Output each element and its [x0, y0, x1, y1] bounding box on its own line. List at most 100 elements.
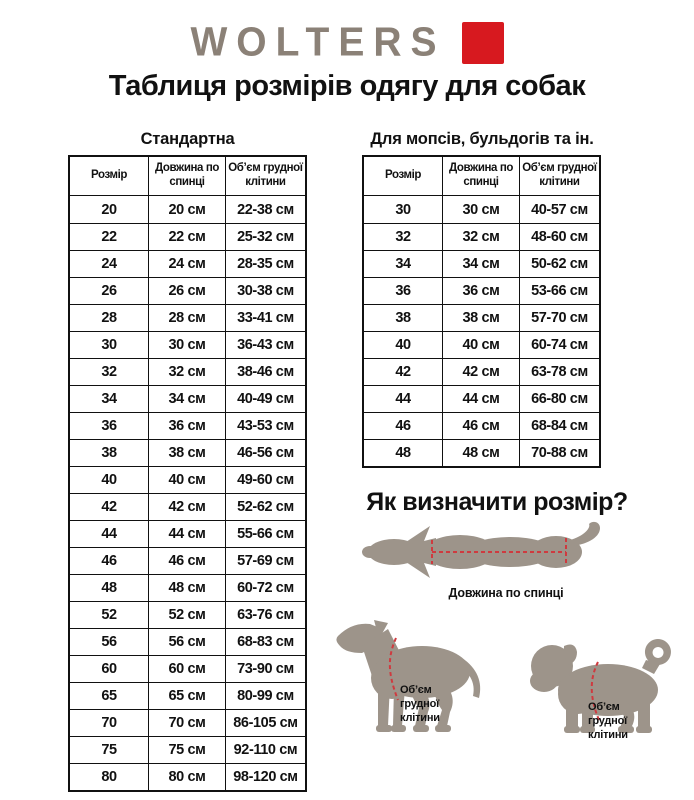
table-cell: 28: [70, 304, 150, 331]
table-cell: 57-70 см: [519, 304, 599, 331]
col-header-size: Розмір: [70, 157, 150, 195]
chest-measure-line: [388, 637, 399, 701]
table-row: 44 44 см 55-66 см: [70, 520, 305, 547]
table-row: 60 60 см 73-90 см: [70, 655, 305, 682]
table-cell: 86-105 см: [225, 709, 305, 736]
table-cell: 57-69 см: [225, 547, 305, 574]
table-row: 32 32 см 48-60 см: [364, 223, 599, 250]
table-cell: 38: [70, 439, 150, 466]
table-cell: 40-49 см: [225, 385, 305, 412]
table-cell: 34: [70, 385, 150, 412]
table-cell: 80-99 см: [225, 682, 305, 709]
table-row: 48 48 см 70-88 см: [364, 439, 599, 466]
table-cell: 68-83 см: [225, 628, 305, 655]
table-cell: 70-88 см: [519, 439, 599, 466]
table-cell: 43-53 см: [225, 412, 305, 439]
table-row: 48 48 см 60-72 см: [70, 574, 305, 601]
table-body: 30 30 см 40-57 см 32 32 см 48-60 см 34 34 см 50-…: [364, 196, 599, 466]
table-row: 36 36 см 43-53 см: [70, 412, 305, 439]
table-cell: 32: [70, 358, 150, 385]
chest-label-left: Об’єм грудної клітини: [400, 684, 440, 724]
table-cell: 36 см: [149, 412, 226, 439]
table-row: 30 30 см 40-57 см: [364, 196, 599, 223]
col-header-back-length: Довжина по спинці: [443, 157, 520, 195]
table-cell: 30 см: [149, 331, 226, 358]
chest-label-right: Об’єм грудної клітини: [588, 701, 628, 741]
table-cell: 98-120 см: [225, 763, 305, 790]
table-cell: 68-84 см: [519, 412, 599, 439]
how-to-title: Як визначити розмір?: [366, 488, 628, 516]
table-cell: 32: [364, 223, 444, 250]
table-row: 38 38 см 57-70 см: [364, 304, 599, 331]
table-cell: 42 см: [443, 358, 520, 385]
table-cell: 48 см: [149, 574, 226, 601]
table-row: 40 40 см 60-74 см: [364, 331, 599, 358]
table-cell: 28 см: [149, 304, 226, 331]
table-row: 40 40 см 49-60 см: [70, 466, 305, 493]
table-cell: 63-76 см: [225, 601, 305, 628]
table-cell: 40 см: [149, 466, 226, 493]
table-cell: 40: [364, 331, 444, 358]
table-cell: 44 см: [149, 520, 226, 547]
table-cell: 70: [70, 709, 150, 736]
table-cell: 30 см: [443, 196, 520, 223]
table-row: 38 38 см 46-56 см: [70, 439, 305, 466]
page-title: Таблиця розмірів одягу для собак: [108, 70, 586, 102]
table-cell: 42: [364, 358, 444, 385]
table-cell: 34: [364, 250, 444, 277]
col-header-back-length: Довжина по спинці: [149, 157, 226, 195]
table-row: 30 30 см 36-43 см: [70, 331, 305, 358]
table-cell: 49-60 см: [225, 466, 305, 493]
table-body: 20 20 см 22-38 см 22 22 см 25-32 см 24 24 см 28-…: [70, 196, 305, 790]
table-cell: 26 см: [149, 277, 226, 304]
table-cell: 44 см: [443, 385, 520, 412]
table-cell: 60 см: [149, 655, 226, 682]
table-cell: 24 см: [149, 250, 226, 277]
col-header-chest: Об’єм грудної клітини: [522, 162, 597, 188]
table-row: 75 75 см 92-110 см: [70, 736, 305, 763]
pugs-size-table: Розмір Довжина по спинці Об’єм грудної к…: [362, 155, 601, 468]
dog-side-standing-icon: [336, 620, 481, 732]
bulldog-side-icon: [530, 639, 671, 733]
table-cell: 32 см: [443, 223, 520, 250]
table-row: 65 65 см 80-99 см: [70, 682, 305, 709]
table-row: 42 42 см 52-62 см: [70, 493, 305, 520]
table-cell: 40 см: [443, 331, 520, 358]
table-cell: 22-38 см: [237, 201, 294, 218]
table-cell: 36: [70, 412, 150, 439]
table-cell: 32 см: [149, 358, 226, 385]
table-cell: 66-80 см: [519, 385, 599, 412]
table-cell: 46: [364, 412, 444, 439]
table-cell: 60-72 см: [225, 574, 305, 601]
table-cell: 92-110 см: [225, 736, 305, 763]
table-cell: 56: [70, 628, 150, 655]
table-cell: 46 см: [443, 412, 520, 439]
table-cell: 38: [364, 304, 444, 331]
brand-logo-text: WOLTERS: [190, 20, 446, 65]
table-cell: 36 см: [443, 277, 520, 304]
table-cell: 42: [70, 493, 150, 520]
table-cell: 20 см: [149, 196, 226, 223]
back-length-label: Довжина по спинці: [448, 586, 564, 600]
table-cell: 80: [70, 763, 150, 790]
table-cell: 65 см: [149, 682, 226, 709]
table-cell: 75: [70, 736, 150, 763]
table-cell: 30: [364, 196, 444, 223]
table-cell: 44: [70, 520, 150, 547]
table-header-row: Розмір Довжина по спинці Об’єм грудної к…: [364, 157, 599, 196]
table-cell: 36: [364, 277, 444, 304]
table-cell: 20: [70, 196, 150, 223]
table-cell: 48-60 см: [519, 223, 599, 250]
table-row: 46 46 см 57-69 см: [70, 547, 305, 574]
table-cell: 46: [70, 547, 150, 574]
table-row: 42 42 см 63-78 см: [364, 358, 599, 385]
table-cell: 70 см: [149, 709, 226, 736]
table-row: 26 26 см 30-38 см: [70, 277, 305, 304]
table-row: 36 36 см 53-66 см: [364, 277, 599, 304]
table-cell: 52: [70, 601, 150, 628]
table-row: 34 34 см 40-49 см: [70, 385, 305, 412]
table-cell: 52 см: [149, 601, 226, 628]
table-cell: 52-62 см: [225, 493, 305, 520]
table-cell: 26: [70, 277, 150, 304]
table-cell: 75 см: [149, 736, 226, 763]
